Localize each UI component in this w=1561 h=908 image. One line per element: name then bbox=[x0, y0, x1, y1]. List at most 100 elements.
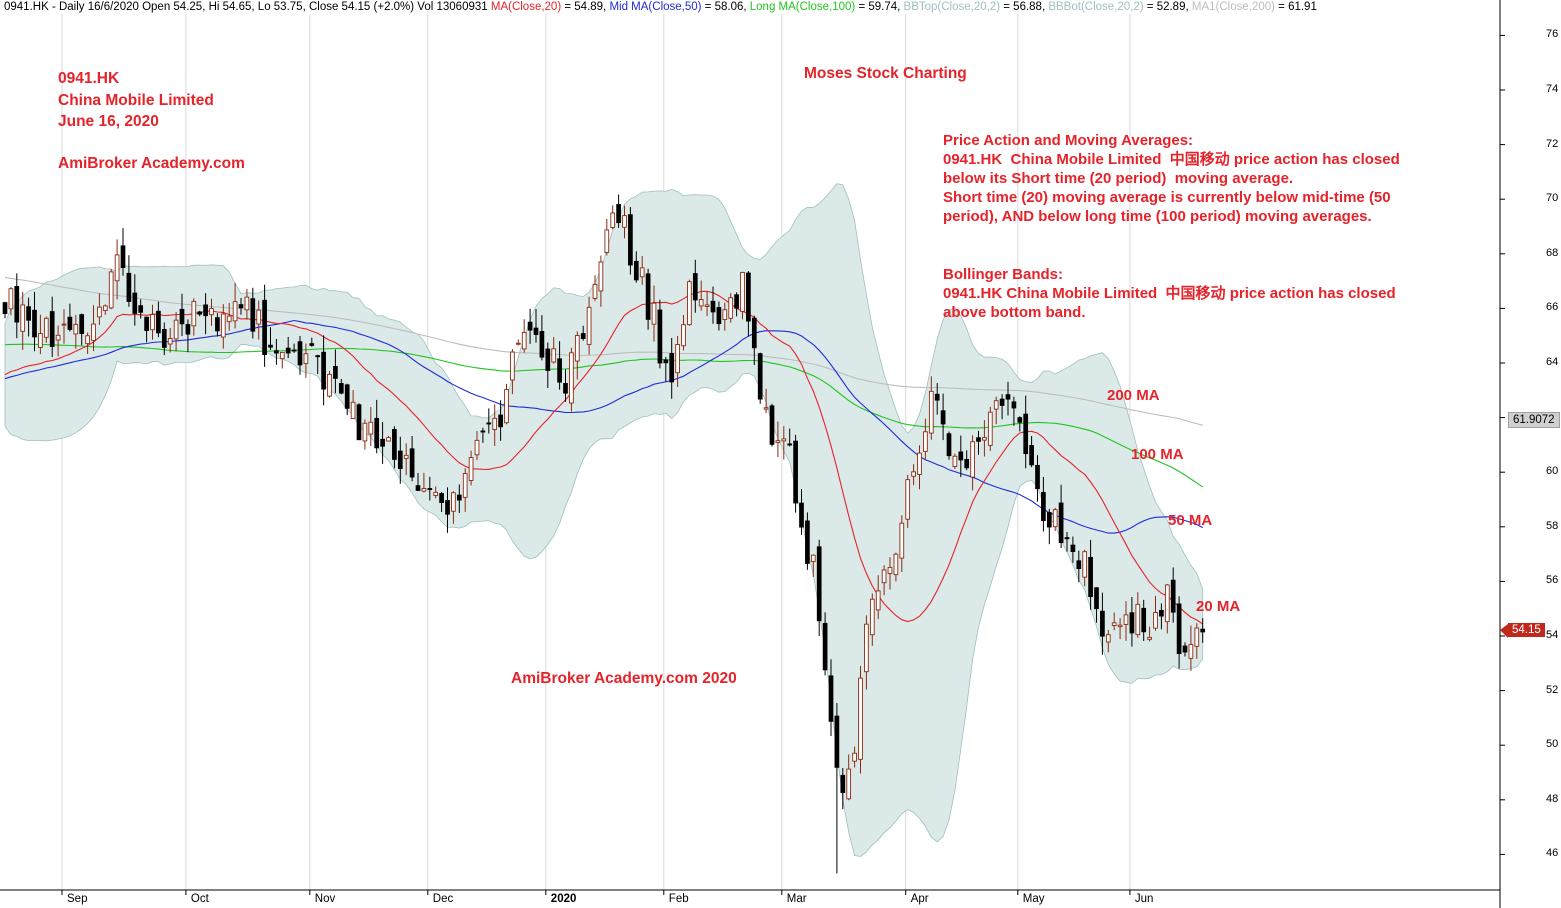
candle-body-89 bbox=[527, 321, 533, 331]
candle-23 bbox=[138, 299, 144, 319]
candle-body-43 bbox=[256, 309, 262, 325]
site-label: AmiBroker Academy.com bbox=[58, 155, 245, 172]
candle-192 bbox=[1135, 592, 1141, 638]
candle-body-163 bbox=[964, 458, 970, 469]
candle-body-76 bbox=[451, 492, 456, 512]
candle-3 bbox=[20, 291, 26, 350]
y-tick-label-4: 54 bbox=[1546, 629, 1559, 641]
candle-body-75 bbox=[445, 500, 450, 515]
candle-body-10 bbox=[61, 323, 67, 326]
candle-12 bbox=[73, 314, 79, 349]
candle-143 bbox=[846, 754, 852, 801]
candle-body-47 bbox=[279, 351, 285, 360]
candle-body-12 bbox=[73, 323, 79, 335]
candle-body-73 bbox=[433, 491, 439, 496]
candle-body-174 bbox=[1029, 445, 1034, 466]
candle-104 bbox=[616, 194, 621, 228]
candle-body-193 bbox=[1141, 607, 1147, 633]
candle-body-112 bbox=[663, 359, 669, 364]
candle-191 bbox=[1129, 597, 1135, 647]
candle-body-182 bbox=[1076, 560, 1082, 570]
candle-body-23 bbox=[138, 305, 144, 313]
candle-body-98 bbox=[580, 333, 586, 339]
candle-187 bbox=[1105, 630, 1111, 653]
candle-184 bbox=[1088, 539, 1093, 610]
y-tick-label-12: 70 bbox=[1546, 192, 1559, 205]
candle-body-154 bbox=[911, 471, 916, 477]
candle-body-22 bbox=[132, 292, 138, 314]
x-tick-label-4: 2020 bbox=[550, 893, 577, 905]
candle-33 bbox=[197, 310, 203, 317]
candle-body-188 bbox=[1111, 622, 1117, 626]
candle-186 bbox=[1100, 592, 1105, 655]
candle-63 bbox=[374, 399, 380, 454]
candle-111 bbox=[657, 299, 663, 369]
candle-45 bbox=[268, 327, 273, 350]
candle-body-120 bbox=[710, 300, 716, 313]
candle-62 bbox=[368, 407, 374, 447]
candle-168 bbox=[993, 396, 999, 425]
candle-106 bbox=[628, 207, 633, 275]
candle-body-126 bbox=[746, 272, 751, 322]
candle-59 bbox=[350, 390, 356, 419]
candle-body-11 bbox=[67, 316, 73, 330]
candle-190 bbox=[1123, 601, 1129, 641]
candle-body-146 bbox=[864, 623, 869, 673]
candle-body-96 bbox=[569, 352, 574, 404]
candle-86 bbox=[510, 349, 515, 395]
candle-body-24 bbox=[144, 316, 149, 331]
candle-5 bbox=[32, 291, 37, 352]
candle-41 bbox=[244, 289, 250, 320]
candle-26 bbox=[156, 301, 161, 338]
candle-body-109 bbox=[645, 273, 651, 320]
candle-100 bbox=[592, 275, 598, 302]
candle-176 bbox=[1041, 476, 1046, 532]
candle-49 bbox=[291, 343, 297, 354]
candle-body-86 bbox=[510, 351, 515, 381]
candle-body-90 bbox=[533, 327, 539, 335]
candle-7 bbox=[43, 316, 49, 343]
candle-body-199 bbox=[1176, 603, 1182, 655]
indicator-name-3: BBTop(Close,20,2) bbox=[903, 1, 1001, 13]
candle-99 bbox=[586, 296, 592, 355]
candle-74 bbox=[439, 492, 444, 512]
candle-97 bbox=[574, 331, 580, 380]
candle-body-87 bbox=[515, 342, 521, 345]
candle-67 bbox=[397, 436, 403, 484]
candle-124 bbox=[734, 292, 739, 317]
candle-body-183 bbox=[1082, 551, 1088, 578]
candle-31 bbox=[185, 319, 191, 353]
candle-body-127 bbox=[751, 317, 757, 349]
candle-197 bbox=[1164, 584, 1170, 634]
candle-body-20 bbox=[120, 245, 126, 269]
candle-body-18 bbox=[108, 271, 114, 309]
candle-body-101 bbox=[598, 261, 604, 292]
candle-body-114 bbox=[675, 344, 680, 374]
candle-73 bbox=[433, 486, 439, 499]
candle-114 bbox=[675, 335, 680, 387]
candle-173 bbox=[1023, 395, 1029, 469]
candle-body-164 bbox=[970, 441, 975, 478]
y-tick-label-2: 50 bbox=[1546, 738, 1559, 751]
candle-182 bbox=[1076, 550, 1082, 583]
candle-145 bbox=[858, 665, 863, 774]
candle-body-161 bbox=[952, 455, 958, 467]
candle-18 bbox=[108, 269, 114, 310]
candle-body-53 bbox=[315, 355, 321, 358]
candle-13 bbox=[79, 313, 85, 346]
ticker-label: 0941.HK bbox=[58, 70, 120, 87]
indicator-name-4: BBBot(Close,20,2) bbox=[1048, 1, 1144, 13]
y-tick-label-5: 56 bbox=[1546, 574, 1559, 587]
candle-body-108 bbox=[639, 267, 645, 278]
candle-body-49 bbox=[291, 349, 297, 352]
header-indicators: MA(Close,20) = 54.89, Mid MA(Close,50) =… bbox=[491, 1, 1317, 13]
candle-115 bbox=[681, 314, 686, 351]
indicator-name-2: Long MA(Close,100) bbox=[749, 1, 856, 13]
candle-142 bbox=[840, 767, 846, 810]
candle-8 bbox=[49, 296, 55, 358]
candle-body-140 bbox=[828, 675, 834, 722]
candle-body-136 bbox=[805, 520, 810, 564]
y-tick-label-10: 66 bbox=[1546, 301, 1559, 314]
candle-157 bbox=[928, 376, 934, 440]
